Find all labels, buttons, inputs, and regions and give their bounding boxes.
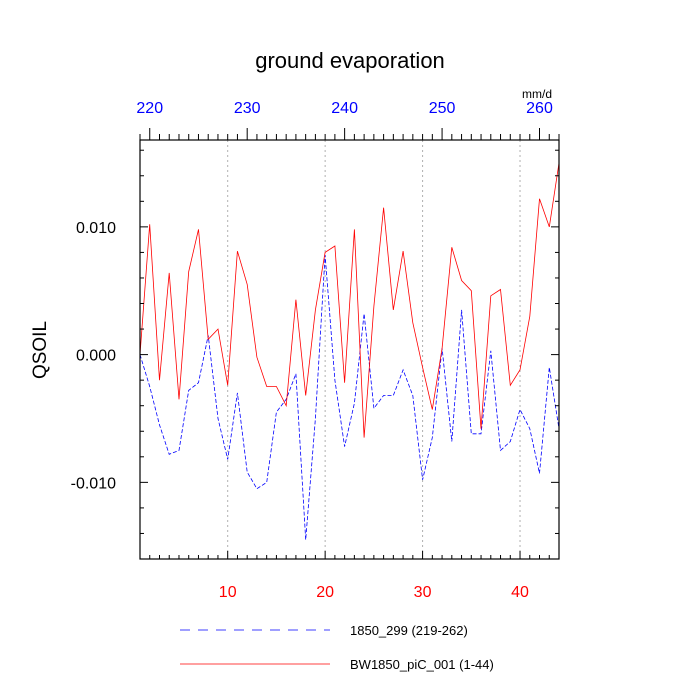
x-tick-label: 40	[511, 584, 529, 601]
x-tick-label: 20	[316, 584, 334, 601]
legend-label-2: BW1850_piC_001 (1-44)	[350, 657, 494, 672]
plot-frame	[139, 139, 560, 560]
y-tick-label: 0.000	[76, 348, 116, 365]
x-tick-label: 10	[219, 584, 237, 601]
chart-title: ground evaporation	[255, 48, 445, 73]
legend-label-1: 1850_299 (219-262)	[350, 623, 468, 638]
legend: 1850_299 (219-262) BW1850_piC_001 (1-44)	[180, 623, 494, 672]
units-label: mm/d	[522, 87, 552, 101]
axes: 10 20 30 40 220 230 240 250 260 -0.010 0.000 0.010	[71, 100, 560, 601]
x-tick-label: 30	[414, 584, 432, 601]
grid-lines	[227, 140, 521, 559]
top-x-tick-label: 230	[234, 100, 261, 117]
top-x-tick-label: 260	[526, 100, 553, 117]
series-lines	[139, 162, 560, 540]
top-x-tick-label: 240	[331, 100, 358, 117]
y-tick-label: -0.010	[71, 475, 116, 492]
series-line-1	[139, 254, 560, 540]
y-axis-label: QSOIL	[30, 321, 51, 379]
top-x-tick-label: 220	[136, 100, 163, 117]
top-x-tick-label: 250	[429, 100, 456, 117]
series-line-2	[139, 162, 560, 438]
y-tick-label: 0.010	[76, 220, 116, 237]
